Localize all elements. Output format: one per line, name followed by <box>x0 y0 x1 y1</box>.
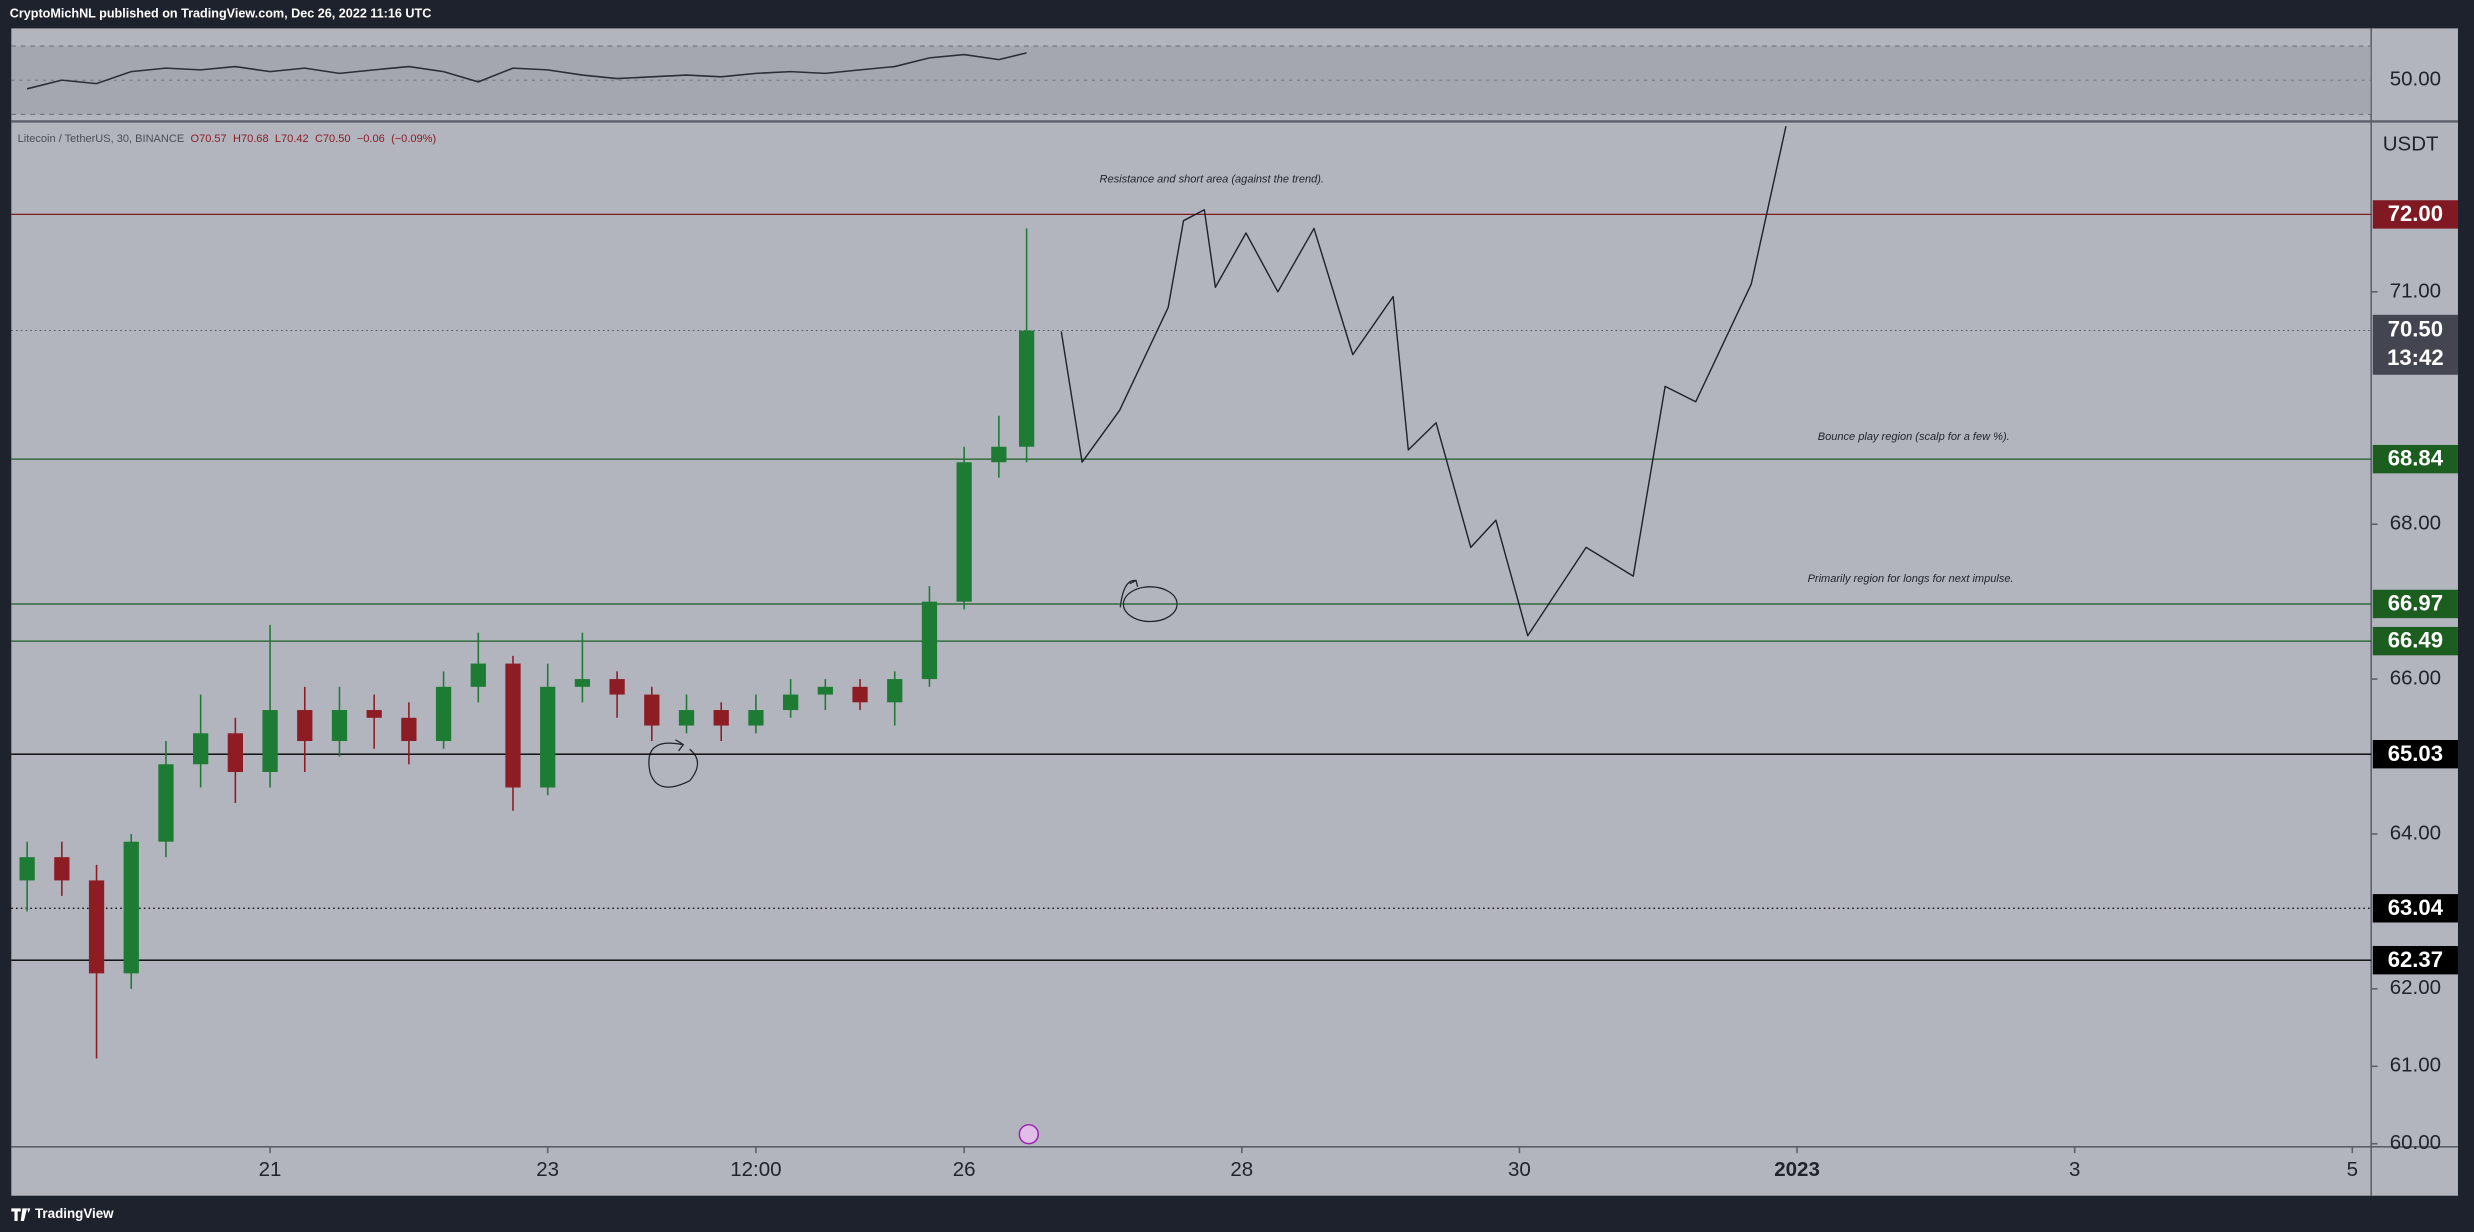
x-tick-label: 26 <box>953 1158 976 1181</box>
legend-value: O70.57 <box>191 133 227 145</box>
x-tick-label: 30 <box>1508 1158 1531 1181</box>
candle-body <box>609 679 625 695</box>
level-label: 62.37 <box>2388 947 2443 972</box>
x-tick-label: 12:00 <box>730 1158 781 1181</box>
candle-body <box>123 841 139 974</box>
candle-body <box>88 880 105 974</box>
candle-body <box>401 717 417 742</box>
candle-body <box>852 686 868 703</box>
level-tag <box>2372 626 2458 656</box>
legend: Litecoin / TetherUS, 30, BINANCE O70.57 H7… <box>18 133 437 145</box>
y-tick-label: 62.00 <box>2390 976 2441 999</box>
x-tick-label: 23 <box>536 1158 559 1181</box>
candle-body <box>1018 330 1035 447</box>
y-tick-label: 71.00 <box>2390 279 2441 302</box>
annotation: Primarily region for longs for next impu… <box>1808 573 2014 585</box>
candle-body <box>540 686 556 788</box>
candle-body <box>748 710 764 726</box>
level-label: 72.00 <box>2388 201 2443 226</box>
legend-value: (−0.09%) <box>391 133 436 145</box>
level-label: 65.03 <box>2388 741 2443 766</box>
candle-body <box>297 710 313 742</box>
legend-value: C70.50 <box>315 133 351 145</box>
legend-value: H70.68 <box>233 133 269 145</box>
y-tick-label: 61.00 <box>2390 1054 2441 1077</box>
last-price-label: 70.50 <box>2388 316 2443 341</box>
annotation: Resistance and short area (against the t… <box>1100 174 1324 186</box>
candle-body <box>54 857 70 881</box>
candle-body <box>782 694 799 711</box>
publisher: CryptoMichNL published on TradingView.co… <box>10 7 432 21</box>
candle-body <box>19 857 35 881</box>
candle-body <box>644 694 660 726</box>
candle-body <box>678 710 695 726</box>
level-tag <box>2372 945 2458 975</box>
chart-area <box>11 28 2458 1196</box>
candle-body <box>505 663 521 788</box>
y-tick-label: 60.00 <box>2390 1131 2441 1154</box>
x-tick-label: 21 <box>259 1158 282 1181</box>
candle-body <box>366 710 382 718</box>
x-tick-label: 2023 <box>1774 1158 1820 1181</box>
event-marker[interactable] <box>1018 1123 1040 1145</box>
candle-body <box>227 733 243 773</box>
y-axis-label: USDT <box>2383 133 2439 156</box>
candle-body <box>887 679 903 703</box>
projection-path <box>1060 126 1787 637</box>
rsi-line <box>26 52 1027 90</box>
candle-body <box>956 462 972 602</box>
level-label: 63.04 <box>2388 895 2444 920</box>
last-price-tag <box>2372 314 2458 375</box>
level-tag <box>2372 739 2458 769</box>
candle-body <box>574 679 591 687</box>
candle-body <box>921 601 938 680</box>
y-tick-label: 50.00 <box>2390 68 2441 91</box>
scribble <box>1119 579 1139 608</box>
candle-body <box>331 710 348 742</box>
footer-brand: TradingView <box>35 1206 114 1221</box>
x-tick-label: 5 <box>2347 1158 2358 1181</box>
footer-logo <box>11 1208 31 1221</box>
level-label: 66.49 <box>2388 628 2443 653</box>
candle-body <box>470 663 486 687</box>
candle-body <box>817 686 833 695</box>
legend-title: Litecoin / TetherUS, 30, BINANCE <box>18 133 185 145</box>
candle-body <box>991 446 1007 463</box>
level-tag <box>2372 444 2458 474</box>
candle-body <box>158 764 174 842</box>
candle-body <box>713 710 729 726</box>
legend-value: L70.42 <box>275 133 309 145</box>
countdown: 13:42 <box>2387 345 2443 370</box>
annotation: Bounce play region (scalp for a few %). <box>1818 431 2010 443</box>
scribble <box>648 739 699 788</box>
y-tick-label: 68.00 <box>2390 512 2441 535</box>
level-label: 66.97 <box>2388 591 2443 616</box>
x-tick-label: 3 <box>2069 1158 2080 1181</box>
candle-body <box>435 686 452 742</box>
level-label: 68.84 <box>2388 446 2444 471</box>
level-tag <box>2372 894 2458 923</box>
y-tick-label: 64.00 <box>2390 821 2441 844</box>
x-tick-label: 28 <box>1230 1158 1253 1181</box>
level-tag <box>2372 589 2458 619</box>
candle-body <box>193 733 209 765</box>
y-tick-label: 66.00 <box>2390 666 2441 689</box>
legend-value: −0.06 <box>357 133 385 145</box>
level-tag <box>2372 200 2458 229</box>
candle-body <box>262 710 278 773</box>
